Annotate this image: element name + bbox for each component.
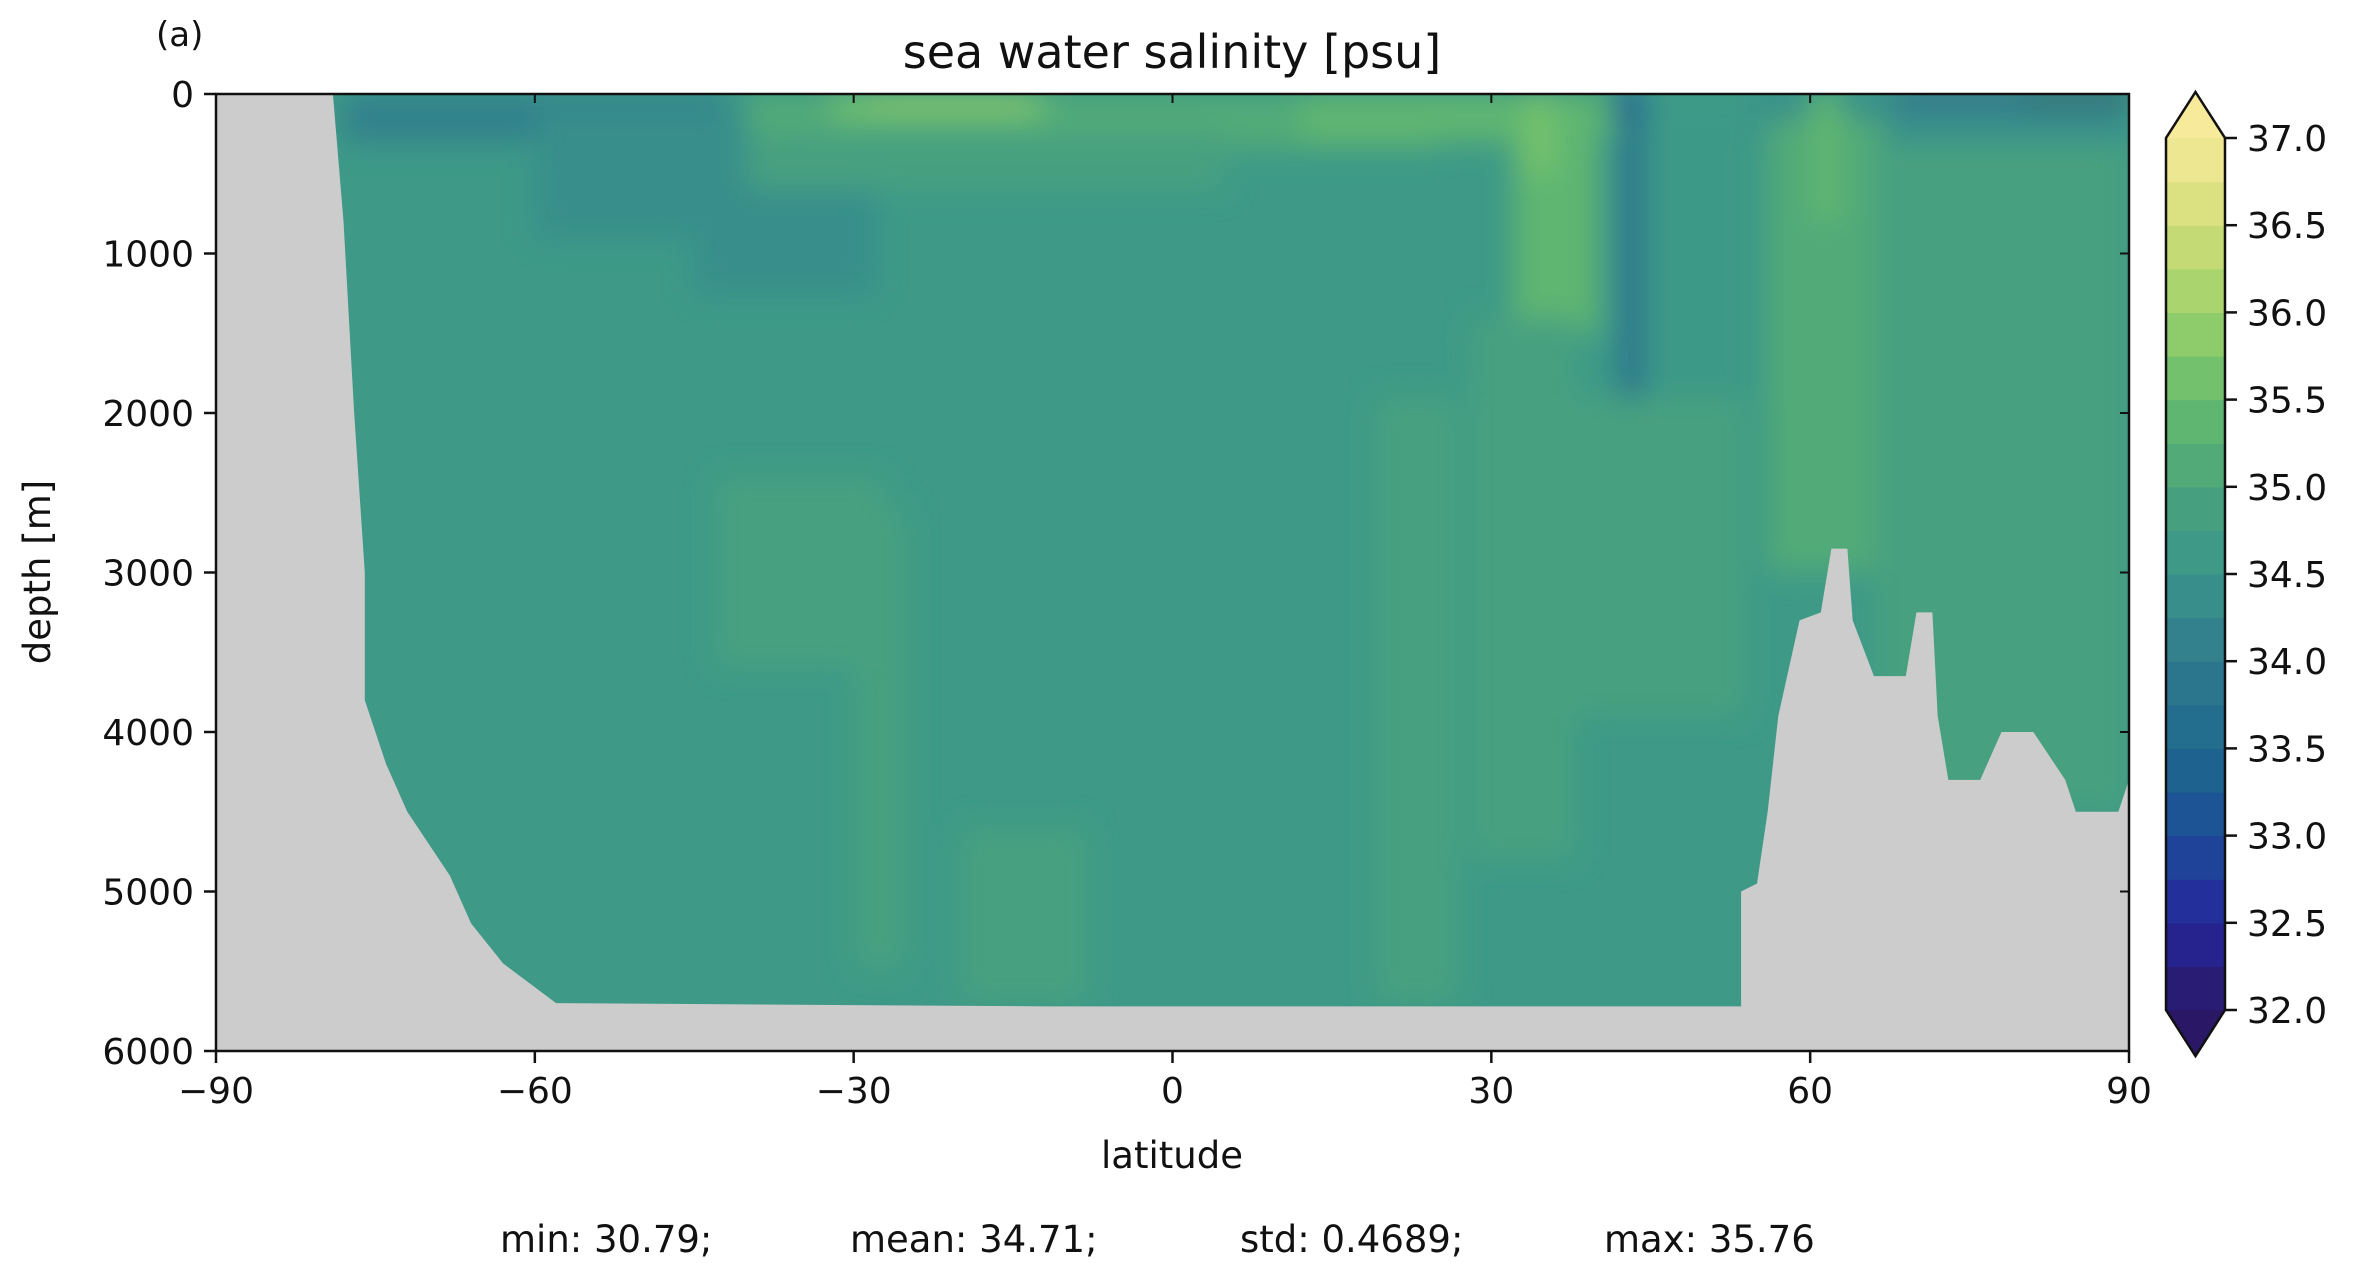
y-axis: 0 1000 2000 3000 4000 5000 6000	[102, 75, 2129, 1073]
x-tick-label: 0	[1161, 1071, 1184, 1112]
colorbar-segment	[2166, 966, 2225, 1011]
seafloor-land-mask	[216, 94, 2129, 1051]
x-tick-label: 60	[1787, 1071, 1833, 1112]
salinity-field	[343, 94, 2129, 1004]
colorbar-segment	[2166, 574, 2225, 619]
colorbar-tick-label: 33.0	[2247, 817, 2327, 858]
colorbar-tick-label: 34.5	[2247, 555, 2327, 596]
colorbar-tick-label: 32.0	[2247, 991, 2327, 1032]
colorbar-segment	[2166, 704, 2225, 749]
colorbar-segment	[2166, 530, 2225, 575]
colorbar-segment	[2166, 443, 2225, 488]
colorbar-segment	[2166, 835, 2225, 880]
chart-title: sea water salinity [psu]	[903, 25, 1442, 79]
colorbar-segment	[2166, 399, 2225, 444]
y-tick-label: 4000	[102, 713, 194, 754]
x-axis-label: latitude	[1101, 1134, 1243, 1177]
salinity-region	[1523, 94, 1556, 174]
colorbar-segment	[2166, 748, 2225, 793]
x-tick-label: −30	[816, 1071, 892, 1112]
salinity-region	[853, 508, 907, 972]
salinity-region	[1300, 94, 1534, 142]
colorbar-tick-label: 32.5	[2247, 904, 2327, 945]
salinity-region	[1576, 397, 1747, 717]
colorbar-segment	[2166, 268, 2225, 313]
y-tick-label: 6000	[102, 1032, 194, 1073]
salinity-region	[1618, 94, 1646, 437]
y-axis-label: depth [m]	[16, 480, 59, 664]
colorbar-segment	[2166, 312, 2225, 357]
stat-mean: mean: 34.71;	[850, 1218, 1098, 1261]
colorbar-tick-label: 34.0	[2247, 642, 2327, 683]
x-tick-label: 30	[1468, 1071, 1514, 1112]
stat-max: max: 35.76	[1604, 1218, 1815, 1261]
y-tick-label: 5000	[102, 873, 194, 914]
colorbar-segment	[2166, 225, 2225, 270]
colorbar-tick-label: 37.0	[2247, 119, 2327, 160]
x-tick-label: 90	[2106, 1071, 2152, 1112]
panel-label: (a)	[156, 15, 203, 55]
colorbar-segment	[2166, 661, 2225, 706]
colorbar-segment	[2166, 617, 2225, 662]
y-tick-label: 1000	[102, 235, 194, 276]
y-tick-label: 0	[171, 75, 194, 116]
salinity-region	[1374, 397, 1460, 1004]
colorbar-extend-min	[2166, 1010, 2225, 1056]
salinity-region	[874, 94, 1024, 107]
salinity-region	[1645, 94, 1758, 413]
colorbar-segment	[2166, 356, 2225, 401]
stat-min: min: 30.79;	[500, 1218, 712, 1261]
y-tick-label: 2000	[102, 394, 194, 435]
salinity-region	[1895, 94, 2129, 102]
stat-std: std: 0.4689;	[1240, 1218, 1463, 1261]
colorbar-segment	[2166, 879, 2225, 924]
colorbar-tick-label: 35.5	[2247, 381, 2327, 422]
colorbar-segment	[2166, 181, 2225, 226]
x-axis: −90 −60 −30 0 30 60 90	[178, 94, 2152, 1112]
colorbar-segment	[2166, 138, 2225, 183]
y-tick-label: 3000	[102, 554, 194, 595]
plot-area: −90 −60 −30 0 30 60 90 0 1000 2000 3000 4000 5000 60…	[102, 75, 2152, 1112]
x-tick-label: −60	[497, 1071, 573, 1112]
colorbar-tick-label: 36.0	[2247, 293, 2327, 334]
colorbar-segment	[2166, 792, 2225, 837]
colorbar-tick-label: 36.5	[2247, 206, 2327, 247]
salinity-region	[1470, 317, 1577, 860]
colorbar-segment	[2166, 486, 2225, 531]
salinity-region	[959, 827, 1088, 1004]
salinity-region	[2022, 94, 2129, 104]
colorbar-tick-label: 35.0	[2247, 468, 2327, 509]
x-tick-label: −90	[178, 1071, 254, 1112]
salinity-region	[694, 189, 875, 294]
colorbar-tick-label: 33.5	[2247, 729, 2327, 770]
colorbar: 32.0 32.5 33.0 33.5 34.0 34.5 35.0 35.5 36.0 36.5…	[2164, 89, 2327, 1059]
salinity-region	[1810, 94, 1843, 222]
colorbar-segment	[2166, 922, 2225, 967]
colorbar-extend-max	[2166, 92, 2225, 138]
salinity-region	[747, 133, 1226, 190]
